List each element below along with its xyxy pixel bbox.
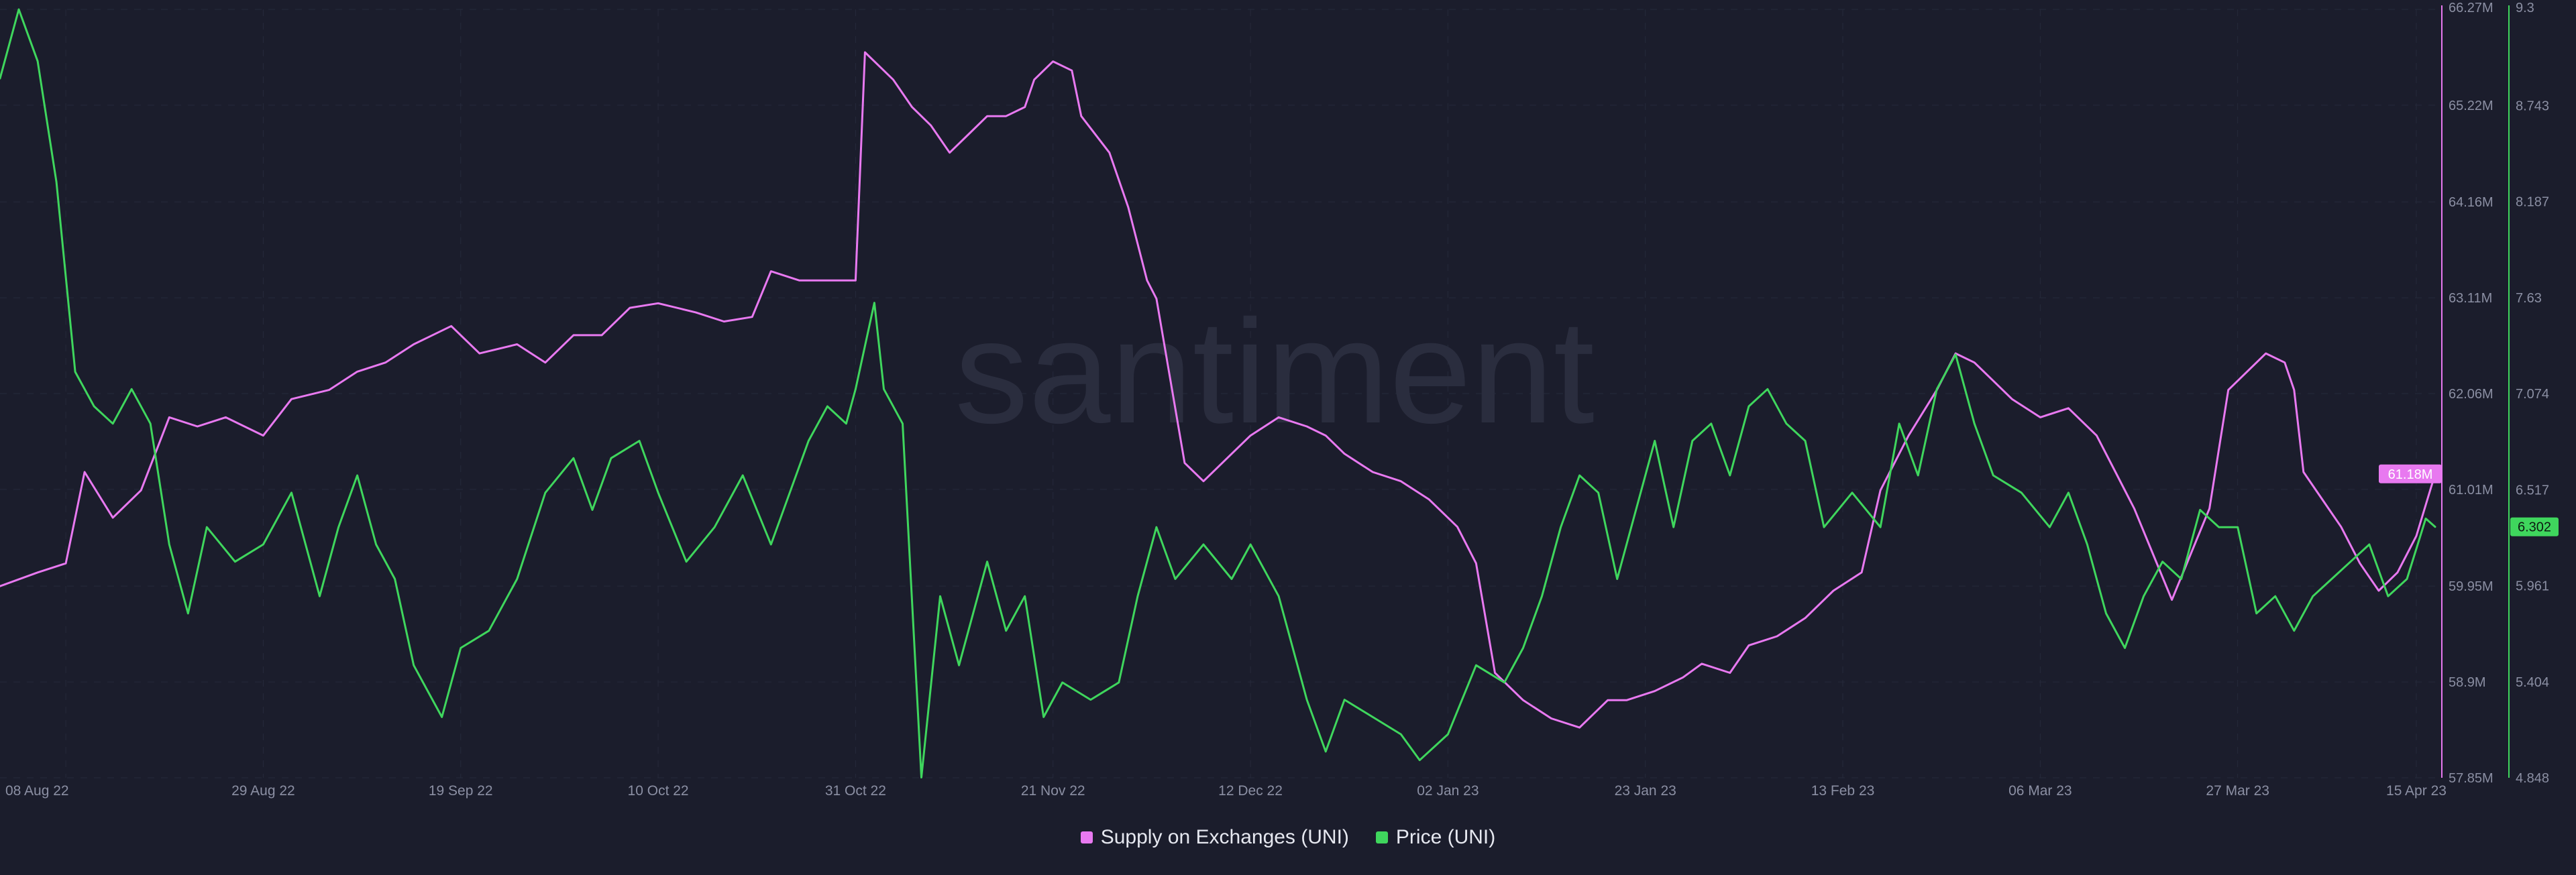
price-tick-label: 6.517 [2516, 483, 2549, 498]
supply-tick-label: 64.16M [2449, 195, 2493, 210]
price-tick-label: 7.074 [2516, 387, 2549, 402]
supply-series-line [0, 51, 2436, 729]
x-tick-label: 08 Aug 22 [5, 783, 69, 799]
price-tick-label: 8.187 [2516, 195, 2549, 210]
legend-label-supply: Supply on Exchanges (UNI) [1100, 826, 1349, 848]
supply-tick-label: 61.01M [2449, 483, 2493, 498]
x-tick-label: 31 Oct 22 [825, 783, 886, 799]
x-tick-label: 06 Mar 23 [2008, 783, 2072, 799]
x-tick-label: 27 Mar 23 [2206, 783, 2269, 799]
x-tick-label: 21 Nov 22 [1021, 783, 1085, 799]
supply-tick-label: 59.95M [2449, 579, 2493, 594]
price-last-value-label: 6.302 [2518, 520, 2551, 535]
price-tick-label: 5.404 [2516, 675, 2549, 690]
price-tick-label: 4.848 [2516, 771, 2549, 786]
x-tick-label: 13 Feb 23 [1811, 783, 1875, 799]
axes: 08 Aug 22 29 Aug 22 19 Sep 22 10 Oct 22 31 O… [5, 1, 2559, 799]
supply-tick-label: 63.11M [2449, 291, 2492, 306]
price-tick-label: 7.63 [2516, 291, 2542, 306]
series-lines [0, 8, 2436, 778]
supply-tick-label: 65.22M [2449, 99, 2493, 113]
price-series-line [0, 8, 2436, 778]
x-tick-label: 29 Aug 22 [231, 783, 295, 799]
x-tick-label: 19 Sep 22 [429, 783, 493, 799]
supply-last-value-label: 61.18M [2388, 467, 2433, 482]
legend-swatch-supply [1080, 831, 1093, 843]
chart-legend: Supply on Exchanges (UNI) Price (UNI) [0, 822, 2576, 853]
x-tick-label: 10 Oct 22 [628, 783, 689, 799]
legend-item-price[interactable]: Price (UNI) [1375, 826, 1496, 849]
x-tick-label: 02 Jan 23 [1417, 783, 1479, 799]
x-tick-label: 12 Dec 22 [1218, 783, 1283, 799]
grid-lines [0, 9, 2435, 778]
price-last-value-badge [2510, 517, 2559, 536]
price-tick-label: 8.743 [2516, 99, 2549, 113]
supply-tick-label: 57.85M [2449, 771, 2493, 786]
x-tick-label: 15 Apr 23 [2386, 783, 2447, 799]
santiment-watermark: santiment [955, 289, 1595, 454]
supply-tick-label: 58.9M [2449, 675, 2486, 690]
price-tick-label: 9.3 [2516, 1, 2534, 15]
legend-item-supply[interactable]: Supply on Exchanges (UNI) [1080, 826, 1349, 849]
legend-label-price: Price (UNI) [1395, 826, 1496, 848]
supply-tick-label: 66.27M [2449, 1, 2493, 15]
supply-tick-label: 62.06M [2449, 387, 2493, 402]
price-tick-label: 5.961 [2516, 579, 2549, 594]
x-tick-label: 23 Jan 23 [1615, 783, 1676, 799]
supply-last-value-badge [2379, 464, 2442, 483]
legend-swatch-price [1375, 831, 1388, 843]
